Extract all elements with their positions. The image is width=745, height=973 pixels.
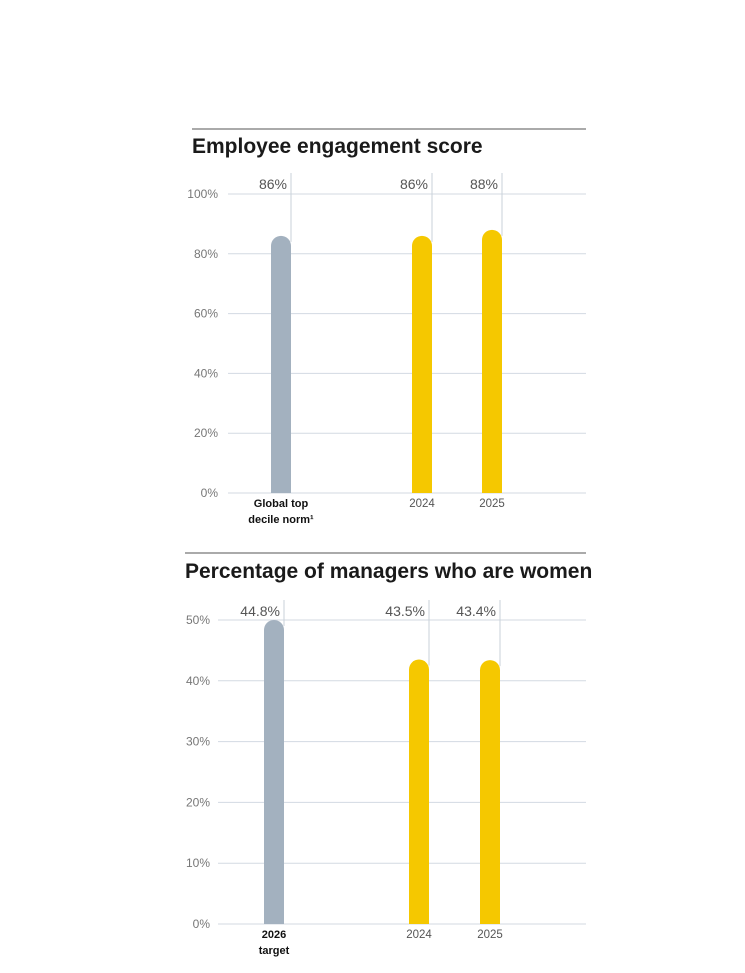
value-label: 44.8%: [240, 603, 280, 619]
y-tick-label: 0%: [201, 486, 219, 500]
y-tick-label: 40%: [194, 366, 218, 380]
bar: [412, 235, 432, 494]
y-tick-label: 60%: [194, 307, 218, 321]
chart-title: Employee engagement score: [192, 135, 483, 158]
x-category-label: 2025: [479, 498, 505, 510]
y-tick-label: 40%: [186, 674, 210, 688]
y-tick-label: 20%: [186, 795, 210, 809]
y-tick-label: 80%: [194, 247, 218, 261]
bar: [264, 620, 284, 924]
y-tick-label: 50%: [186, 613, 210, 627]
x-category-label: Global top: [254, 498, 309, 510]
bar: [480, 660, 500, 924]
bar: [482, 229, 502, 493]
x-category-label: 2026: [262, 929, 286, 941]
bar: [409, 659, 429, 924]
chart-title: Percentage of managers who are women: [185, 560, 592, 583]
x-category-label: target: [259, 945, 290, 957]
y-tick-label: 30%: [186, 735, 210, 749]
value-label: 43.5%: [385, 603, 425, 619]
value-label: 86%: [259, 176, 287, 192]
bar: [271, 235, 291, 494]
x-category-label: 2025: [477, 929, 503, 941]
value-label: 86%: [400, 176, 428, 192]
value-label: 43.4%: [456, 603, 496, 619]
y-tick-label: 20%: [194, 426, 218, 440]
x-category-label: 2024: [409, 498, 435, 510]
y-tick-label: 0%: [193, 917, 211, 931]
x-category-label: decile norm¹: [248, 514, 314, 526]
value-label: 88%: [470, 176, 498, 192]
y-tick-label: 100%: [187, 187, 218, 201]
y-tick-label: 10%: [186, 856, 210, 870]
x-category-label: 2024: [406, 929, 432, 941]
